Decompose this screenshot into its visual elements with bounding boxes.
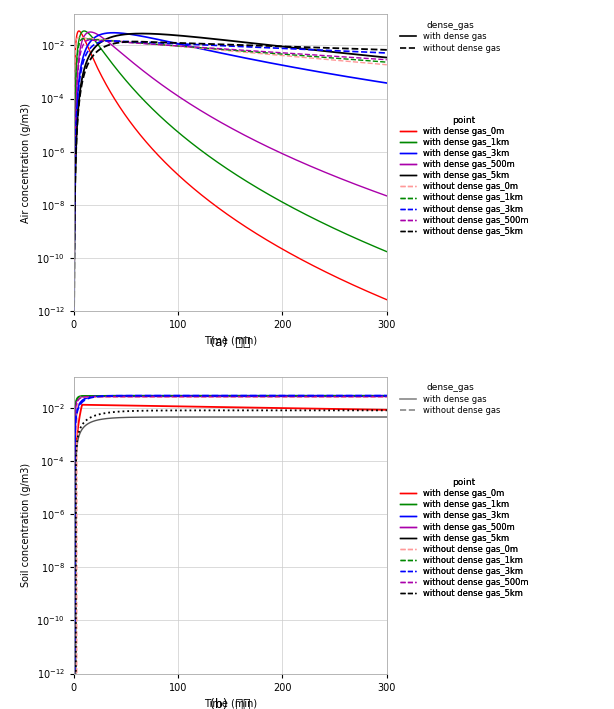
Y-axis label: Air concentration (g/m3): Air concentration (g/m3) bbox=[21, 103, 31, 223]
X-axis label: Time (min): Time (min) bbox=[204, 698, 257, 708]
Legend: with dense gas_0m, with dense gas_1km, with dense gas_3km, with dense gas_500m, : with dense gas_0m, with dense gas_1km, w… bbox=[397, 476, 531, 601]
Y-axis label: Soil concentration (g/m3): Soil concentration (g/m3) bbox=[21, 463, 31, 587]
Text: (b)  토양: (b) 토양 bbox=[210, 698, 251, 709]
Text: (a)  대기: (a) 대기 bbox=[210, 336, 251, 349]
X-axis label: Time (min): Time (min) bbox=[204, 336, 257, 346]
Legend: with dense gas_0m, with dense gas_1km, with dense gas_3km, with dense gas_500m, : with dense gas_0m, with dense gas_1km, w… bbox=[397, 113, 531, 238]
